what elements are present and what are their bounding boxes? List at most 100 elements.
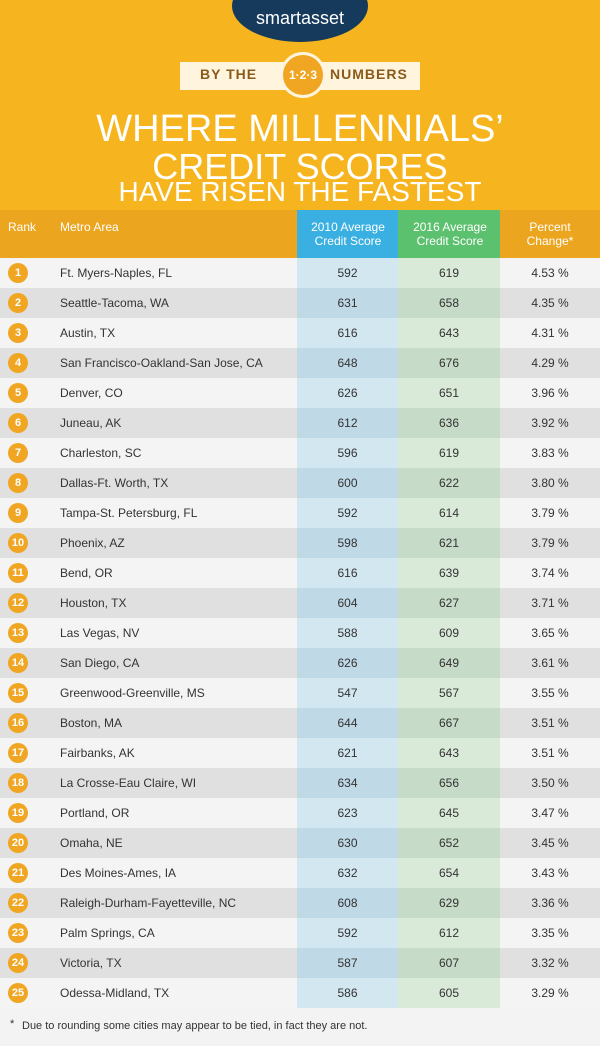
cell-bg <box>297 798 398 828</box>
score-2010: 631 <box>337 296 358 310</box>
badge-right: NUMBERS <box>330 66 408 82</box>
table-row: 1 Ft. Myers-Naples, FL 592 619 4.53 % <box>0 258 600 288</box>
cell-bg <box>398 558 500 588</box>
rank: 16 <box>8 713 28 733</box>
table-row: 22 Raleigh-Durham-Fayetteville, NC 608 629 3… <box>0 888 600 918</box>
cell-bg <box>398 528 500 558</box>
cell-bg <box>297 768 398 798</box>
table-row: 12 Houston, TX 604 627 3.71 % <box>0 588 600 618</box>
header-cell-bg <box>398 210 500 258</box>
score-2016: 622 <box>438 476 460 490</box>
cell-bg <box>398 798 500 828</box>
rank: 24 <box>8 953 28 973</box>
table-row: 25 Odessa-Midland, TX 586 605 3.29 % <box>0 978 600 1008</box>
brand: smartasset <box>255 8 345 28</box>
rank: 12 <box>8 593 28 613</box>
score-2016: 619 <box>438 446 460 460</box>
cell-bg <box>398 408 500 438</box>
metro-area: Charleston, SC <box>60 446 142 460</box>
metro-area: Fairbanks, AK <box>60 746 135 760</box>
cell-bg <box>398 288 500 318</box>
rank: 23 <box>8 923 28 943</box>
percent-change: 3.74 % <box>531 566 569 580</box>
score-2010: 621 <box>337 746 358 760</box>
cell-bg <box>297 468 398 498</box>
cell-bg <box>398 978 500 1008</box>
score-2016: 614 <box>438 506 460 520</box>
percent-change: 4.29 % <box>531 356 569 370</box>
cell-bg <box>398 498 500 528</box>
score-2010: 604 <box>337 596 358 610</box>
score-2010: 626 <box>337 386 358 400</box>
score-2016: 652 <box>438 836 460 850</box>
score-2010: 632 <box>337 866 358 880</box>
score-2010: 596 <box>337 446 358 460</box>
score-2016: 649 <box>438 656 460 670</box>
rank: 21 <box>8 863 28 883</box>
header-cell-bg <box>297 210 398 258</box>
score-2016: 643 <box>438 326 460 340</box>
cell-bg <box>297 678 398 708</box>
rank: 9 <box>8 503 28 523</box>
score-2016: 629 <box>438 896 460 910</box>
table-row: 11 Bend, OR 616 639 3.74 % <box>0 558 600 588</box>
metro-area: Palm Springs, CA <box>60 926 155 940</box>
table-row: 4 San Francisco-Oakland-San Jose, CA 648 67… <box>0 348 600 378</box>
badge-center: 1·2·3 <box>280 52 326 98</box>
score-2010: 623 <box>337 806 358 820</box>
percent-change: 3.65 % <box>531 626 569 640</box>
score-2010: 547 <box>337 686 358 700</box>
table-row: 15 Greenwood-Greenville, MS 547 567 3.55 % <box>0 678 600 708</box>
score-2016: 605 <box>438 986 460 1000</box>
score-2016: 676 <box>438 356 460 370</box>
metro-area: San Diego, CA <box>60 656 140 670</box>
cell-bg <box>398 858 500 888</box>
rank: 19 <box>8 803 28 823</box>
cell-bg <box>297 588 398 618</box>
rank: 13 <box>8 623 28 643</box>
rank: 15 <box>8 683 28 703</box>
score-2010: 616 <box>337 326 358 340</box>
percent-change: 4.35 % <box>531 296 569 310</box>
score-2010: 592 <box>337 506 358 520</box>
score-2016: 636 <box>438 416 460 430</box>
cell-bg <box>297 708 398 738</box>
score-2016: 607 <box>438 956 460 970</box>
title-line: WHERE MILLENNIALS’ <box>96 108 504 150</box>
metro-area: Houston, TX <box>60 596 127 610</box>
rank: 5 <box>8 383 28 403</box>
badge-left: BY THE <box>200 66 258 82</box>
rank: 2 <box>8 293 28 313</box>
column-header: Rank <box>8 220 37 234</box>
metro-area: Raleigh-Durham-Fayetteville, NC <box>60 896 237 910</box>
rank: 17 <box>8 743 28 763</box>
cell-bg <box>297 858 398 888</box>
cell-bg <box>398 618 500 648</box>
cell-bg <box>297 318 398 348</box>
cell-bg <box>297 288 398 318</box>
cell-bg <box>297 348 398 378</box>
cell-bg <box>297 438 398 468</box>
table-row: 13 Las Vegas, NV 588 609 3.65 % <box>0 618 600 648</box>
cell-bg <box>297 978 398 1008</box>
table-row: 24 Victoria, TX 587 607 3.32 % <box>0 948 600 978</box>
table-row: 14 San Diego, CA 626 649 3.61 % <box>0 648 600 678</box>
cell-bg <box>398 678 500 708</box>
score-2016: 619 <box>438 266 460 280</box>
score-2010: 587 <box>337 956 358 970</box>
percent-change: 3.51 % <box>531 716 569 730</box>
metro-area: La Crosse-Eau Claire, WI <box>60 776 197 790</box>
score-2010: 612 <box>337 416 358 430</box>
metro-area: Greenwood-Greenville, MS <box>60 686 205 700</box>
score-2016: 651 <box>438 386 460 400</box>
score-2010: 598 <box>337 536 358 550</box>
cell-bg <box>398 588 500 618</box>
percent-change: 3.36 % <box>531 896 569 910</box>
score-2010: 600 <box>337 476 358 490</box>
percent-change: 3.79 % <box>531 506 569 520</box>
metro-area: Boston, MA <box>60 716 123 730</box>
metro-area: Las Vegas, NV <box>60 626 140 640</box>
metro-area: Austin, TX <box>60 326 116 340</box>
table-row: 16 Boston, MA 644 667 3.51 % <box>0 708 600 738</box>
